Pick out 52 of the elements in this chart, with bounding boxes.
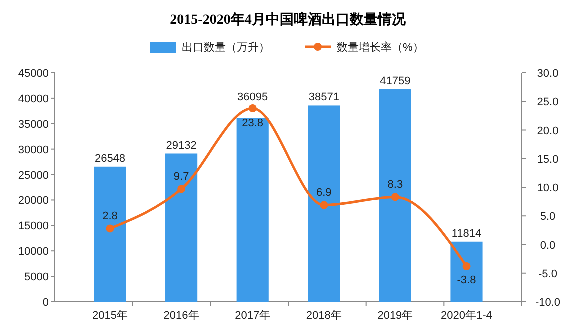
- bar: [166, 154, 198, 302]
- y2-tick-label: 15.0: [537, 154, 559, 166]
- data-label: 9.7: [174, 171, 190, 184]
- y-tick-label: 20000: [18, 195, 49, 208]
- y-tick-label: 5000: [24, 272, 49, 284]
- bar: [379, 89, 412, 302]
- y2-tick-label: 20.0: [537, 125, 559, 138]
- x-tick-label: 2016年: [164, 310, 200, 322]
- y-tick-label: 45000: [18, 68, 49, 80]
- y-tick-label: 0: [42, 297, 49, 309]
- y2-tick-label: 10.0: [537, 182, 559, 194]
- point: [391, 193, 400, 202]
- y2-tick-label: 25.0: [537, 96, 559, 109]
- legend-label: 出口数量（万升）: [182, 41, 270, 54]
- point: [248, 104, 257, 112]
- y2-tick-label: 0.0: [540, 240, 556, 252]
- data-label: 6.9: [316, 187, 332, 200]
- chart-title: 2015-2020年4月中国啤酒出口数量情况: [170, 11, 407, 28]
- data-label: 11814: [452, 228, 482, 240]
- x-tick-label: 2019年: [378, 310, 414, 322]
- data-label: 36095: [238, 91, 268, 104]
- y2-tick-label: -5.0: [538, 268, 558, 280]
- y2-tick-label: 5.0: [540, 211, 556, 224]
- y-tick-label: 40000: [18, 93, 49, 106]
- y-tick-label: 25000: [18, 170, 49, 182]
- data-label: 26548: [94, 152, 126, 165]
- y2-tick-label: 30.0: [537, 68, 559, 80]
- x-tick-label: 2017年: [235, 310, 271, 322]
- data-label: 2.8: [102, 210, 118, 223]
- data-label: -3.8: [457, 274, 476, 287]
- point: [462, 262, 471, 271]
- y-tick-label: 35000: [18, 118, 49, 131]
- data-label: 38571: [308, 92, 340, 104]
- data-label: 8.3: [388, 179, 404, 192]
- point: [178, 185, 186, 194]
- bar: [450, 242, 483, 302]
- point: [106, 224, 114, 233]
- bar: [94, 166, 126, 302]
- point: [320, 201, 328, 210]
- legend-label: 数量增长率（%）: [337, 41, 424, 54]
- data-label: 41759: [380, 75, 411, 88]
- y2-tick-label: -10.0: [535, 297, 561, 309]
- x-tick-label: 2020年1-4: [441, 310, 492, 322]
- y-tick-label: 15000: [18, 220, 49, 233]
- data-label: 29132: [166, 140, 197, 152]
- bar: [308, 106, 340, 302]
- y-tick-label: 30000: [18, 144, 49, 156]
- data-label: 23.8: [242, 117, 264, 130]
- x-tick-label: 2018年: [306, 310, 342, 322]
- x-tick-label: 2015年: [92, 310, 128, 322]
- bar: [236, 118, 269, 302]
- y-tick-label: 10000: [18, 246, 49, 258]
